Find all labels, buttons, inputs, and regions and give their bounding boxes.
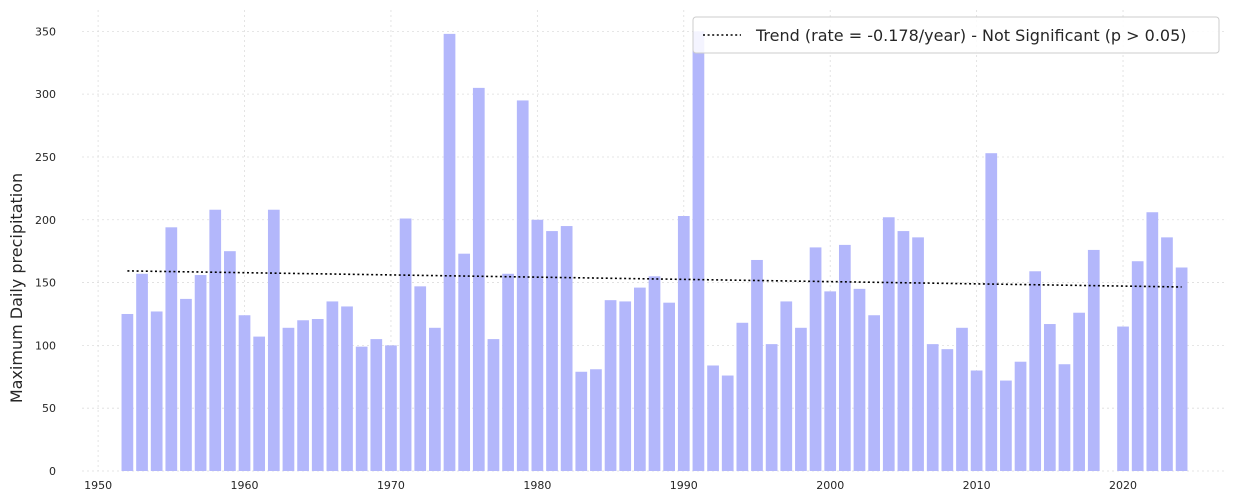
y-tick-label: 50 <box>42 402 56 415</box>
y-tick-label: 250 <box>35 151 56 164</box>
legend: Trend (rate = -0.178/year) - Not Signifi… <box>692 16 1220 54</box>
bar-1978 <box>502 273 514 471</box>
y-tick-label: 200 <box>35 214 56 227</box>
y-tick-label: 350 <box>35 25 56 38</box>
bar-2021 <box>1131 261 1144 471</box>
x-tick-label: 2000 <box>816 479 844 492</box>
legend-trend-label: Trend (rate = -0.178/year) - Not Signifi… <box>755 26 1187 45</box>
bar-1969 <box>370 339 383 471</box>
legend-box <box>692 16 1220 54</box>
bar-1989 <box>663 302 675 471</box>
bar-2018 <box>1087 249 1100 471</box>
bar-1959 <box>224 251 236 471</box>
bar-2014 <box>1029 271 1042 471</box>
y-tick-label: 150 <box>35 277 56 290</box>
bar-1988 <box>648 276 661 471</box>
y-axis-ticks: 0 50 100 150 200 250 300 350 <box>35 25 56 478</box>
bar-2015 <box>1043 324 1056 471</box>
bar-1997 <box>780 301 793 471</box>
bar-2020 <box>1117 326 1129 471</box>
x-tick-label: 1950 <box>84 479 112 492</box>
bar-1964 <box>297 320 309 471</box>
bar-1983 <box>575 371 588 471</box>
bar-1992 <box>707 365 719 471</box>
bar-1991 <box>692 31 705 472</box>
bar-1973 <box>429 327 441 471</box>
bar-1979 <box>516 100 529 472</box>
bar-2006 <box>912 237 924 471</box>
bar-2024 <box>1175 267 1188 471</box>
trend-group <box>127 270 1182 288</box>
y-tick-label: 300 <box>35 88 56 101</box>
bar-1976 <box>472 87 485 471</box>
bar-2016 <box>1058 364 1071 471</box>
bar-2011 <box>985 153 998 471</box>
bar-1974 <box>443 33 456 471</box>
bar-1963 <box>282 327 295 471</box>
bar-1998 <box>795 327 807 471</box>
bar-1956 <box>180 298 192 471</box>
bar-1957 <box>194 275 207 471</box>
bar-1958 <box>209 209 222 471</box>
bar-1996 <box>765 344 778 471</box>
bar-2005 <box>897 231 910 471</box>
bar-1955 <box>165 227 178 471</box>
bar-1993 <box>721 375 734 471</box>
bar-1952 <box>121 313 134 471</box>
bar-1971 <box>399 218 412 471</box>
y-axis-label: Maximum Daily precipitation <box>7 173 26 403</box>
bar-1970 <box>385 345 397 471</box>
bar-2008 <box>941 349 954 471</box>
bar-2004 <box>882 217 895 471</box>
bar-2002 <box>853 288 866 471</box>
bar-1986 <box>619 301 632 471</box>
bar-1954 <box>150 311 163 471</box>
x-tick-label: 1980 <box>523 479 551 492</box>
bar-1961 <box>253 336 266 471</box>
bar-2009 <box>956 327 968 471</box>
bar-1985 <box>604 300 617 471</box>
bar-1994 <box>736 322 749 471</box>
bar-2022 <box>1146 212 1159 471</box>
trend-line <box>127 270 1182 288</box>
bar-1987 <box>634 287 646 471</box>
bar-2001 <box>838 244 851 471</box>
x-tick-label: 1990 <box>670 479 698 492</box>
bar-2012 <box>1000 380 1012 471</box>
bar-1968 <box>355 346 368 471</box>
bar-1965 <box>311 319 324 471</box>
x-tick-label: 2010 <box>963 479 991 492</box>
y-tick-label: 0 <box>49 465 56 478</box>
bar-1990 <box>677 216 690 471</box>
bar-2007 <box>926 344 939 471</box>
bar-1981 <box>546 231 558 471</box>
bars-group <box>121 31 1188 472</box>
bar-1982 <box>560 226 573 471</box>
bar-1960 <box>238 315 251 471</box>
bar-2017 <box>1073 312 1085 471</box>
bar-2003 <box>868 315 880 471</box>
x-axis-ticks: 1950 1960 1970 1980 1990 2000 2010 2020 <box>84 479 1137 492</box>
bar-1995 <box>751 259 763 471</box>
bar-1975 <box>458 253 471 471</box>
bar-1966 <box>326 301 339 471</box>
bar-1984 <box>590 369 602 471</box>
bar-2013 <box>1014 361 1027 471</box>
bar-1967 <box>341 306 353 471</box>
x-tick-label: 1960 <box>231 479 259 492</box>
bar-2010 <box>970 370 983 471</box>
bar-1953 <box>136 273 148 471</box>
bar-1977 <box>487 339 500 471</box>
bar-2000 <box>824 291 837 471</box>
bar-1972 <box>414 286 427 471</box>
bar-2023 <box>1161 237 1173 471</box>
bar-1999 <box>809 247 822 471</box>
bar-1962 <box>267 209 280 471</box>
bar-1980 <box>531 219 544 471</box>
x-tick-label: 2020 <box>1109 479 1137 492</box>
y-tick-label: 100 <box>35 339 56 352</box>
x-tick-label: 1970 <box>377 479 405 492</box>
